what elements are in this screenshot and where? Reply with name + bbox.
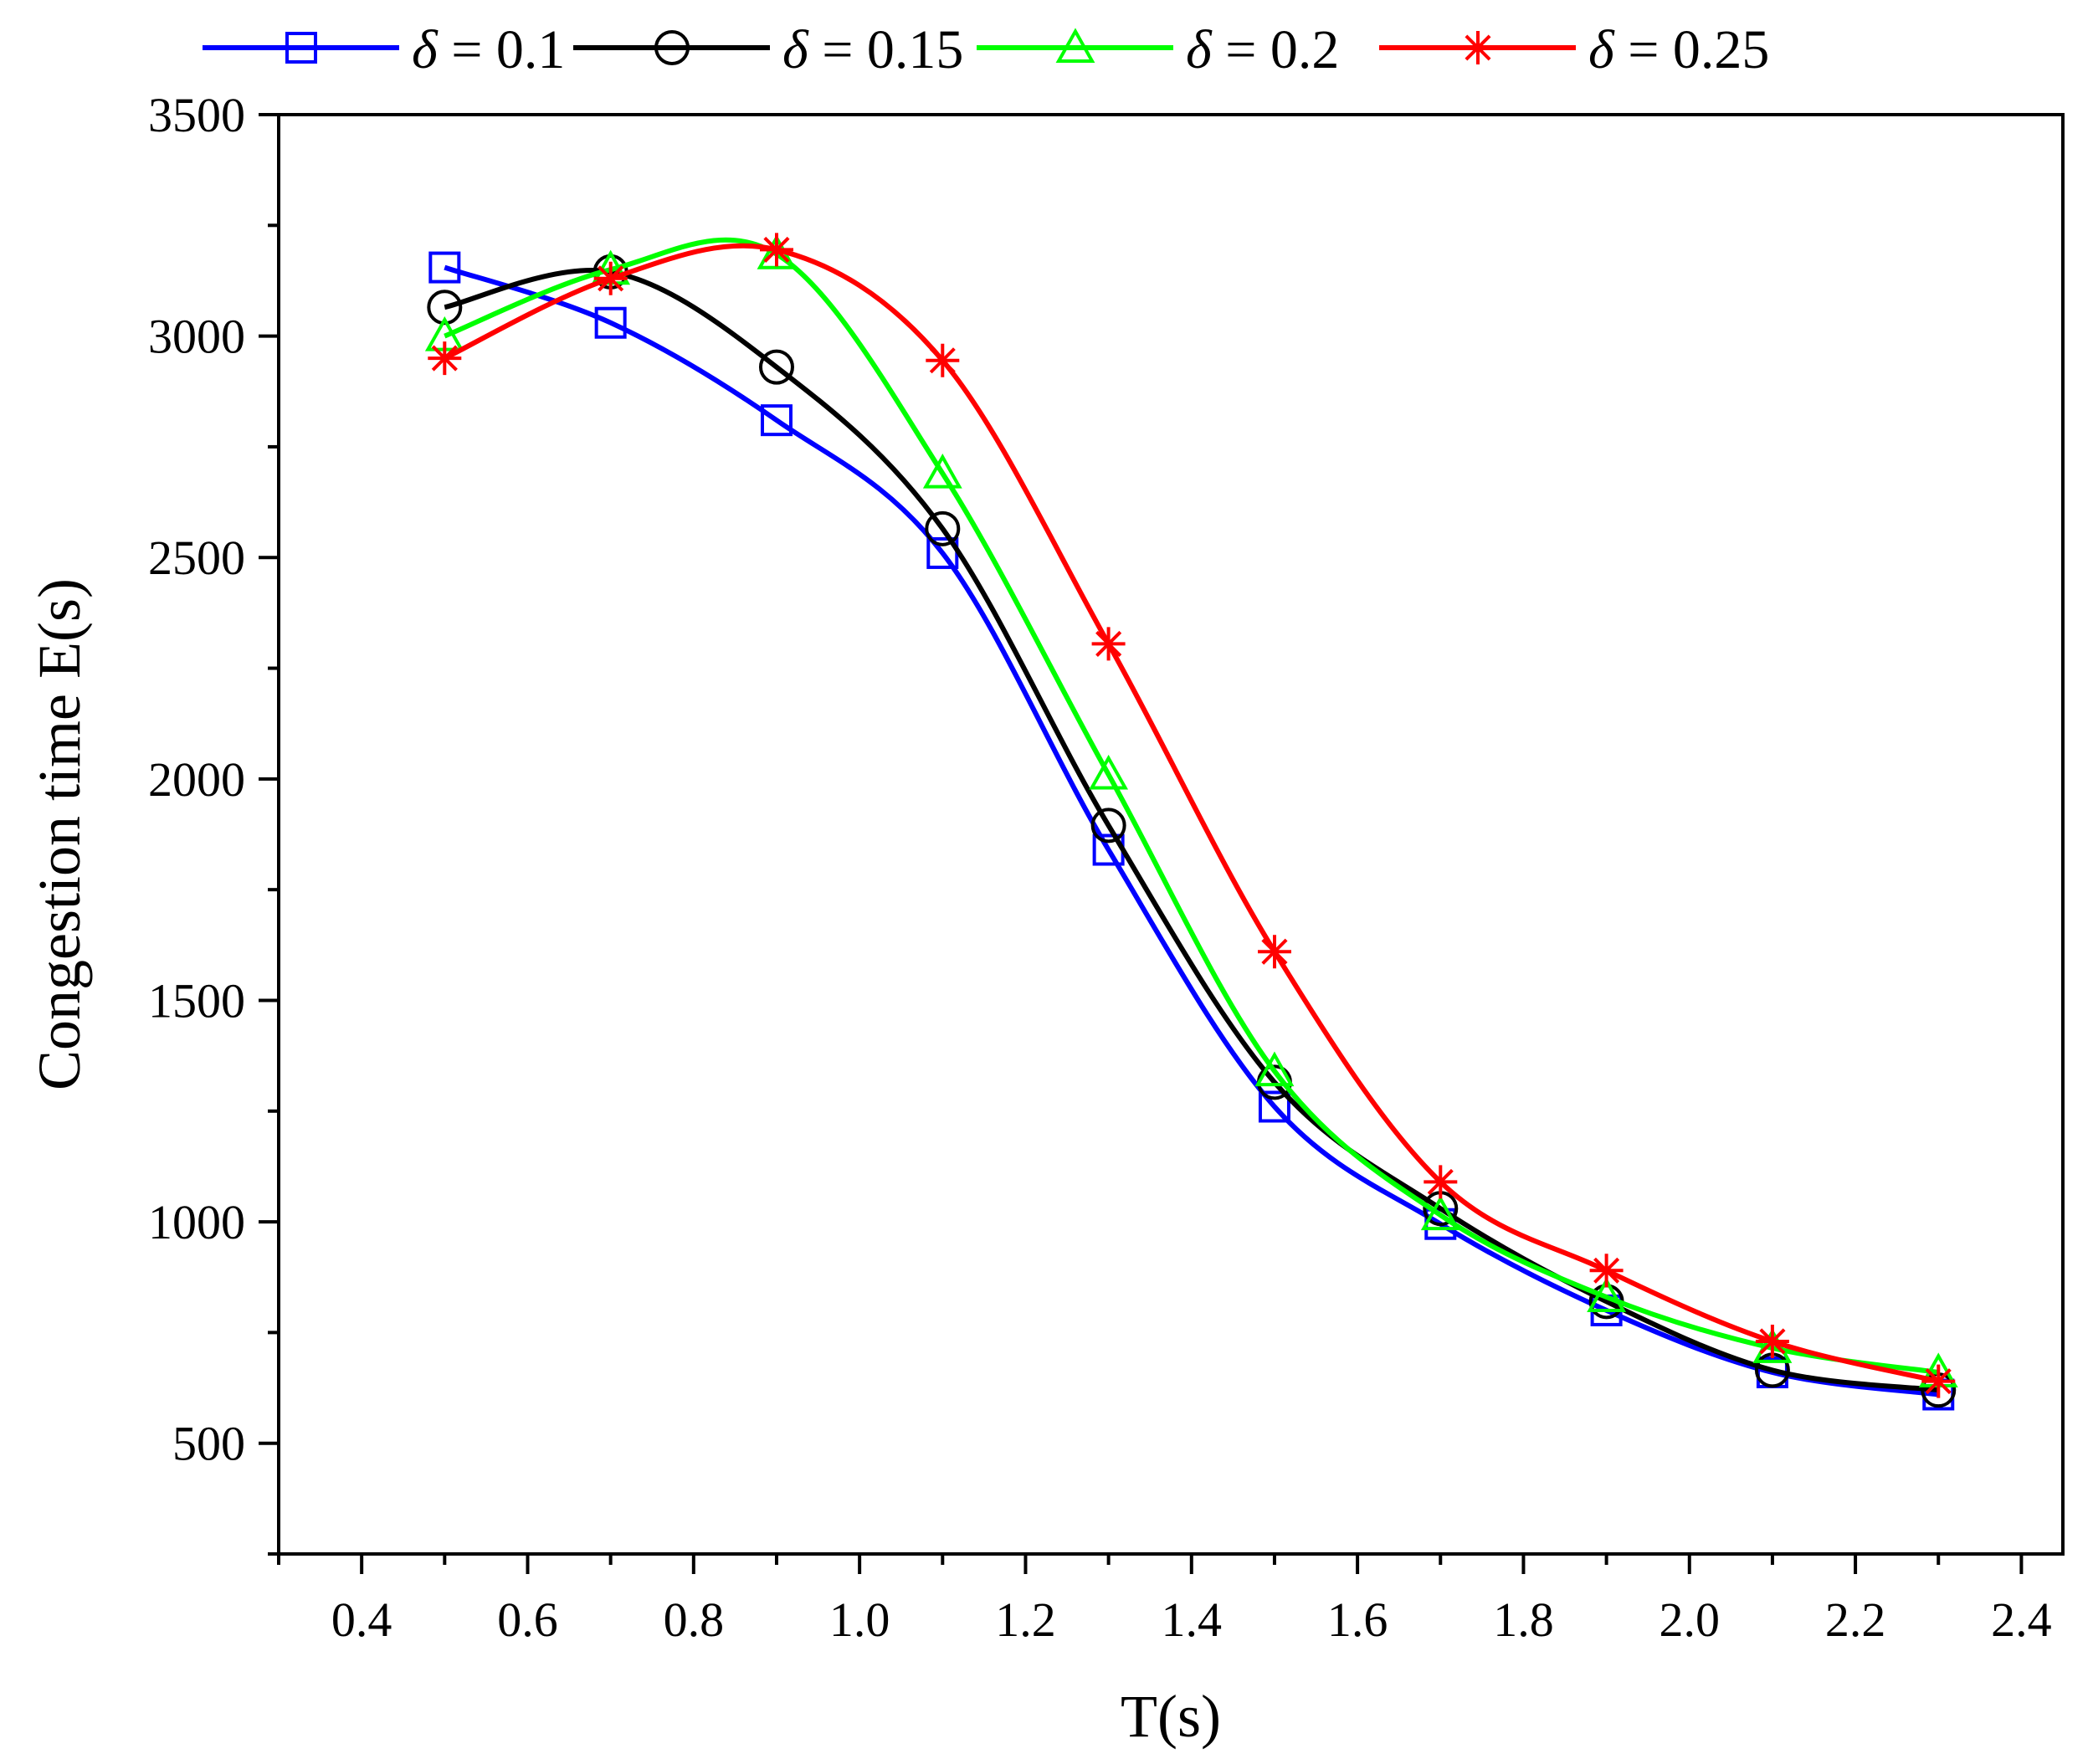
- data-point: [760, 404, 793, 437]
- legend-label: δ = 0.1: [412, 19, 565, 80]
- legend-symbol: δ: [1588, 19, 1615, 80]
- data-point: [1254, 1051, 1295, 1087]
- y-tick-label: 2500: [148, 531, 245, 585]
- data-point: [1091, 627, 1126, 661]
- y-tick-label: 2000: [148, 752, 245, 807]
- x-tick-label: 1.2: [995, 1592, 1056, 1647]
- x-tick-label: 0.6: [497, 1592, 558, 1647]
- x-axis-title: T(s): [1121, 1683, 1221, 1750]
- series-line: [444, 264, 1939, 1397]
- plot-frame: [277, 113, 2065, 1556]
- data-point: [1587, 1277, 1627, 1313]
- data-point: [925, 510, 961, 546]
- legend-label: δ = 0.15: [782, 19, 963, 80]
- legend-marker: [285, 32, 317, 64]
- x-tick-label: 1.0: [829, 1592, 890, 1647]
- x-tick-label: 2.0: [1660, 1592, 1721, 1647]
- plot-area: [279, 115, 2063, 1554]
- series-line: [444, 237, 1939, 1375]
- data-point: [428, 341, 462, 376]
- y-tick-label: 500: [172, 1417, 245, 1471]
- legend-value: = 0.1: [438, 19, 566, 80]
- data-point: [1420, 1195, 1460, 1231]
- x-tick-label: 2.2: [1825, 1592, 1886, 1647]
- legend-symbol: δ: [1186, 19, 1213, 80]
- legend-marker: [654, 30, 690, 65]
- series-line: [444, 243, 1939, 1384]
- x-tick-label: 1.6: [1327, 1592, 1388, 1647]
- x-tick-label: 0.8: [664, 1592, 725, 1647]
- data-point: [760, 233, 793, 267]
- x-tick-label: 0.4: [331, 1592, 392, 1647]
- legend: δ = 0.1 δ = 0.15 δ = 0.2 δ = 0.25: [203, 19, 1769, 80]
- legend-entry: δ = 0.25: [1379, 19, 1769, 80]
- legend-entry: δ = 0.1: [203, 19, 565, 80]
- data-point: [1424, 1165, 1458, 1199]
- legend-value: = 0.2: [1212, 19, 1340, 80]
- y-tick-label: 1000: [148, 1195, 245, 1249]
- data-point: [1258, 935, 1291, 969]
- series-layer: [424, 233, 1958, 1411]
- legend-symbol: δ: [412, 19, 439, 80]
- legend-symbol: δ: [782, 19, 809, 80]
- data-point: [427, 290, 463, 326]
- legend-value: = 0.25: [1614, 19, 1770, 80]
- data-point: [1258, 1090, 1290, 1123]
- legend-marker: [1055, 28, 1095, 63]
- x-tick-label: 1.8: [1493, 1592, 1554, 1647]
- series-4: [428, 233, 1956, 1398]
- data-point: [1755, 1325, 1789, 1358]
- x-tick-labels: 0.4 0.6 0.8 1.0 1.2 1.4 1.6 1.8 2.0 2.2 2.4: [331, 1592, 2052, 1647]
- data-point: [926, 343, 960, 377]
- data-point: [594, 306, 627, 339]
- data-point: [593, 261, 628, 295]
- data-point: [1089, 754, 1129, 790]
- legend-entry: δ = 0.2: [977, 19, 1339, 80]
- y-axis-title: Congestion time E(s): [26, 578, 93, 1090]
- x-tick-label: 2.4: [1991, 1592, 2052, 1647]
- data-point: [758, 349, 794, 385]
- legend-value: = 0.15: [808, 19, 964, 80]
- series-line: [444, 268, 1939, 1393]
- data-point: [1090, 808, 1126, 844]
- x-tick-label: 1.4: [1162, 1592, 1223, 1647]
- data-point: [1921, 1364, 1956, 1398]
- legend-label: δ = 0.2: [1186, 19, 1339, 80]
- y-tick-label: 1500: [148, 973, 245, 1028]
- y-tick-label: 3000: [148, 310, 245, 364]
- legend-marker: [1461, 31, 1495, 64]
- legend-entry: δ = 0.15: [573, 19, 963, 80]
- axis-ticks: [259, 113, 2024, 1574]
- y-tick-labels: 500 1000 1500 2000 2500 3000 3500: [148, 88, 245, 1471]
- data-point: [1589, 1254, 1624, 1288]
- y-tick-label: 3500: [148, 88, 245, 142]
- data-point: [922, 454, 962, 489]
- data-point: [428, 251, 461, 284]
- legend-label: δ = 0.25: [1588, 19, 1769, 80]
